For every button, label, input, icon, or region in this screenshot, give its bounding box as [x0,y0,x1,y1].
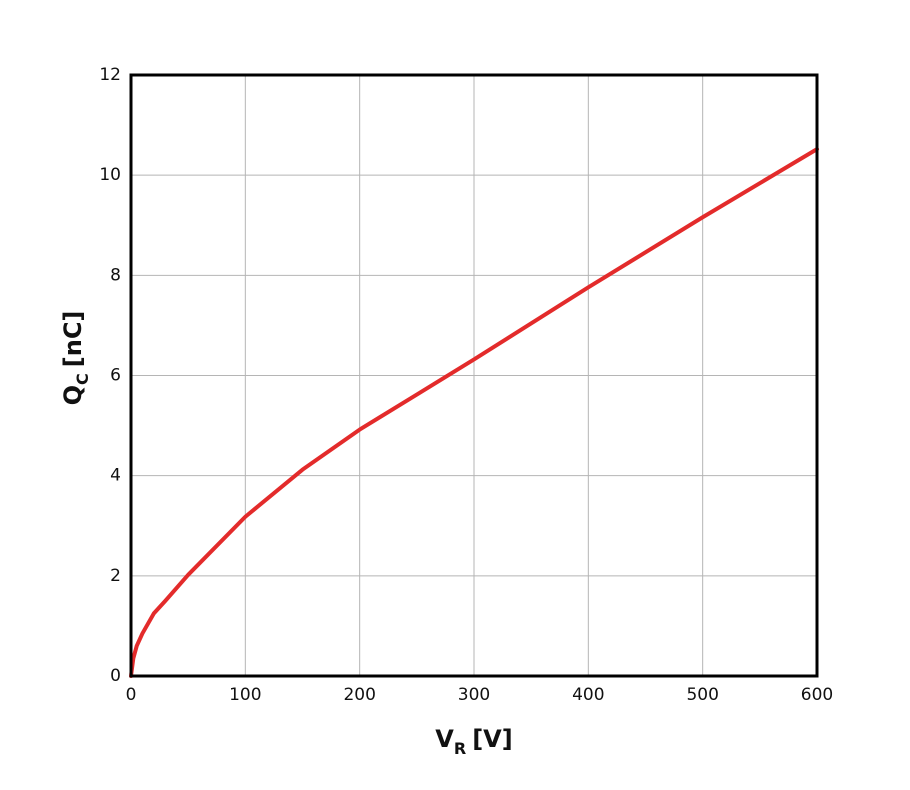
x-axis-label: VR [V] [435,725,512,758]
y-tick-label: 6 [110,366,121,386]
y-tick-label: 4 [110,466,121,486]
y-axis-label-main: Q [59,385,87,405]
x-tick-label: 400 [572,685,604,705]
y-tick-label: 12 [99,65,121,85]
y-tick-label: 0 [110,666,121,686]
x-tick-label: 600 [801,685,833,705]
y-tick-label: 10 [99,165,121,185]
x-axis-label-main: V [435,725,454,753]
y-tick-label: 8 [110,265,121,285]
x-tick-label: 500 [686,685,718,705]
x-axis-label-sub: R [454,739,466,758]
x-tick-label: 200 [343,685,375,705]
y-axis-label: QC [nC] [59,311,92,406]
y-axis-label-sub: C [73,373,92,385]
x-tick-label: 100 [229,685,261,705]
x-axis-label-unit: [V] [472,725,513,753]
x-tick-label: 0 [126,685,137,705]
data-line [129,147,819,678]
x-tick-label: 300 [458,685,490,705]
plot-frame [129,73,819,678]
y-axis-label-unit: [nC] [59,311,87,368]
y-tick-label: 2 [110,566,121,586]
